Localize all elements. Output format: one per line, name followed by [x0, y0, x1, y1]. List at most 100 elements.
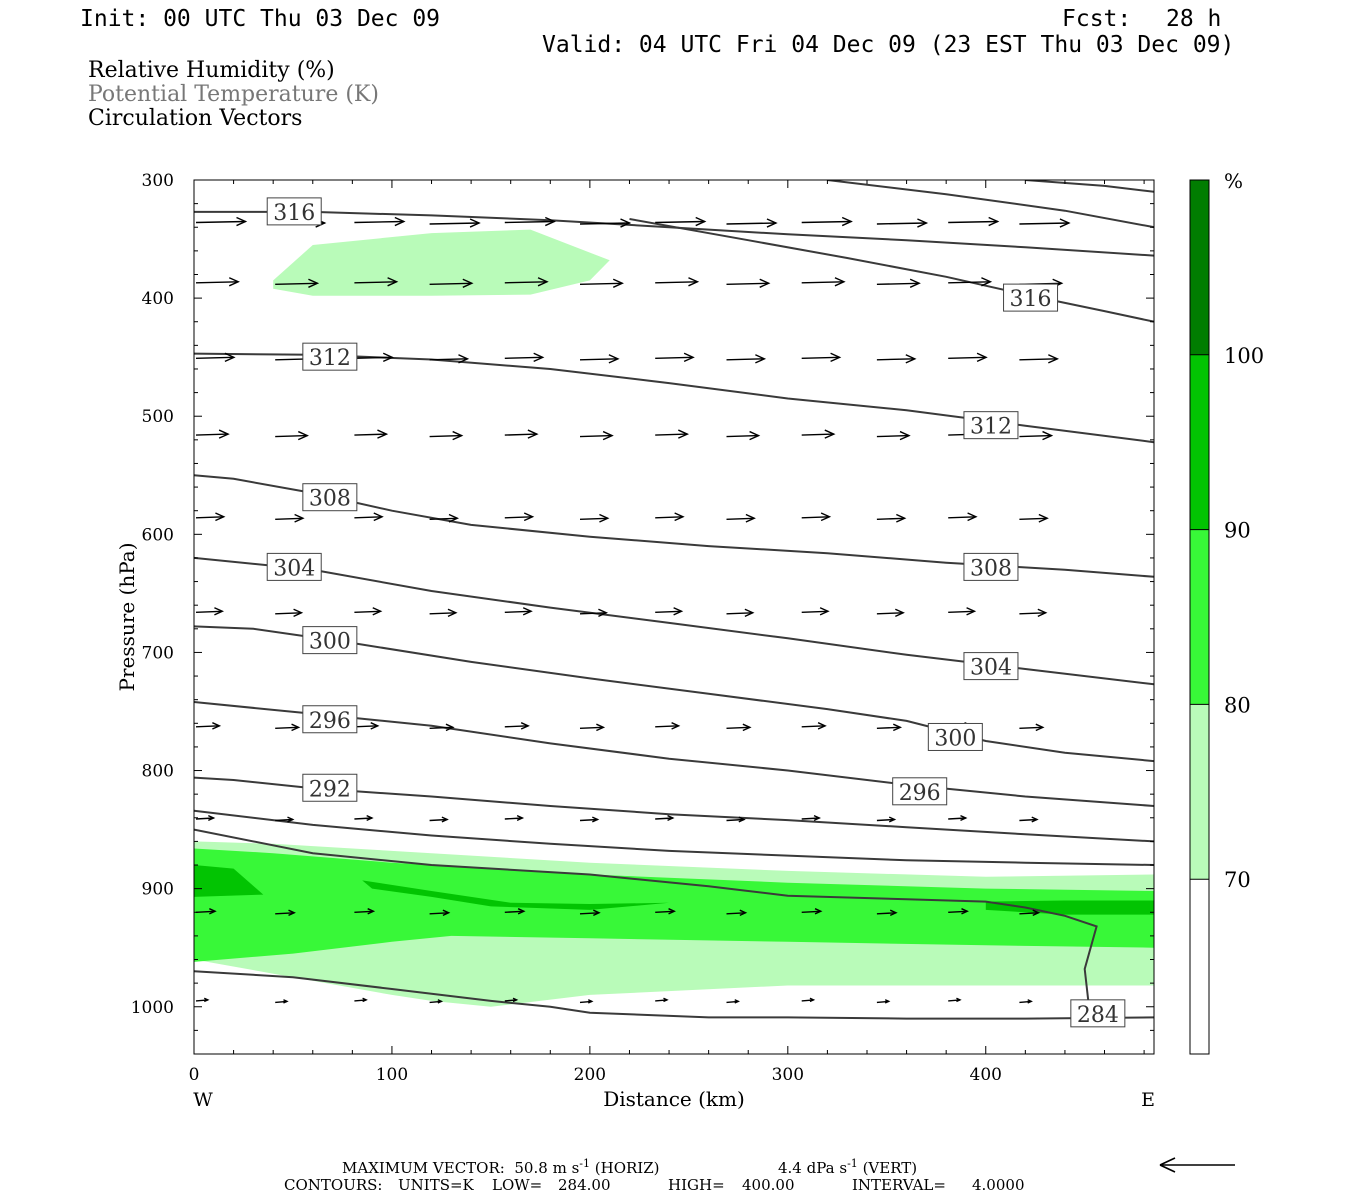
circulation-vector: [948, 352, 988, 363]
vector-shaft: [876, 434, 910, 438]
vector-head: [458, 354, 470, 364]
vector-shaft: [195, 910, 216, 913]
colorbar-label: 70: [1224, 868, 1251, 892]
contours-interval-value: 4.0000: [972, 1176, 1025, 1194]
vector-shaft: [655, 725, 679, 728]
vector-shaft: [948, 281, 991, 284]
contour-label: 308: [963, 552, 1019, 581]
circulation-vector: [948, 216, 1000, 227]
vector-head: [766, 218, 778, 228]
circulation-vector: [1019, 608, 1048, 617]
circulation-vector: [354, 908, 376, 915]
vector-shaft: [655, 516, 684, 519]
theta-contour-290-10: [194, 809, 1154, 866]
vector-head: [981, 277, 993, 287]
contour-label: 292: [302, 773, 358, 802]
theta-contour-288-11: [194, 828, 1098, 1014]
vector-head: [520, 722, 530, 730]
colorbar-segment: [1190, 180, 1209, 355]
vector-head: [671, 722, 681, 730]
vector-shaft: [655, 281, 698, 284]
contours-high-label: HIGH=: [668, 1176, 725, 1194]
circulation-vector: [1019, 816, 1039, 823]
vector-head: [593, 909, 601, 916]
vector-head: [917, 218, 929, 228]
circulation-vector: [1019, 218, 1071, 228]
vector-head: [596, 723, 606, 732]
contours-units: UNITS=K: [398, 1176, 474, 1194]
vector-shaft: [801, 817, 820, 820]
circulation-vector: [876, 909, 898, 916]
x-tick-label: 100: [376, 1065, 408, 1085]
circulation-vector: [354, 429, 389, 439]
vector-shaft: [1019, 726, 1043, 729]
vector-shaft: [429, 222, 480, 225]
circulation-vector: [801, 814, 821, 821]
vector-head: [961, 908, 969, 915]
vector-shaft: [801, 725, 826, 728]
vector-head: [441, 816, 449, 823]
vector-shaft: [948, 356, 987, 359]
circulation-vector: [504, 997, 519, 1003]
max-vector-line: MAXIMUM VECTOR: 50.8 m s-1 (HORIZ): [342, 1158, 660, 1176]
vector-shaft: [579, 434, 613, 438]
vector-shaft: [429, 726, 454, 729]
vector-head: [1035, 723, 1045, 732]
vector-head: [1059, 218, 1071, 228]
vector-head: [739, 909, 748, 916]
vector-shaft: [354, 220, 404, 224]
vector-head: [297, 430, 309, 441]
contour-label-layer: 316 316 312 312 308 304 308 300 304 296 300 292 296 2…: [266, 197, 1126, 1028]
vector-head: [674, 512, 685, 522]
vector-shaft: [504, 910, 524, 913]
circulation-vector: [726, 430, 761, 441]
x-tick-label: 0: [189, 1065, 200, 1085]
circulation-vector: [655, 352, 695, 363]
contour-label-text: 292: [309, 777, 351, 802]
vector-shaft: [1019, 434, 1052, 438]
vector-head: [522, 607, 533, 616]
contour-label: 304: [266, 552, 322, 581]
circulation-vector: [1019, 909, 1041, 916]
vector-shaft: [1019, 912, 1039, 915]
legend-vectors: Circulation Vectors: [88, 106, 303, 131]
vector-shaft: [801, 610, 829, 613]
vector-shaft: [726, 612, 753, 615]
vector-shaft: [655, 817, 673, 820]
vector-shaft: [195, 220, 246, 224]
vector-head: [587, 999, 594, 1004]
circulation-vector: [579, 999, 594, 1004]
circulation-vector: [726, 999, 740, 1004]
vector-head: [620, 218, 632, 228]
vector-shaft: [275, 818, 293, 822]
vector-shaft: [1019, 222, 1069, 225]
circulation-vector: [876, 278, 921, 288]
circulation-vector: [579, 278, 624, 288]
vector-head: [293, 608, 304, 617]
rh-region-90-100-0: [194, 865, 264, 897]
vector-shaft: [504, 516, 533, 519]
contours-high-value: 400.00: [742, 1176, 795, 1194]
vector-shaft: [876, 282, 920, 285]
circulation-vector: [655, 512, 685, 522]
theta-contour-316-1: [629, 218, 1154, 323]
circulation-vector: [354, 277, 399, 287]
vector-head: [1048, 354, 1060, 364]
circulation-vector: [579, 608, 609, 617]
vector-head: [447, 608, 458, 617]
x-left-end-label: W: [193, 1089, 213, 1111]
vector-head: [749, 430, 761, 441]
contour-label: 296: [302, 705, 358, 734]
contour-label: 316: [1003, 283, 1059, 312]
vector-shaft: [429, 517, 458, 520]
vector-head: [387, 277, 399, 287]
contour-label-box: [266, 552, 322, 581]
vector-shaft: [1019, 517, 1048, 520]
y-tick-label: 300: [142, 171, 174, 191]
circulation-vector: [354, 814, 374, 821]
vector-head: [899, 430, 911, 441]
vector-head: [1038, 513, 1049, 523]
vector-head: [809, 997, 816, 1003]
vector-shaft: [195, 725, 220, 728]
vector-shaft: [195, 610, 223, 613]
